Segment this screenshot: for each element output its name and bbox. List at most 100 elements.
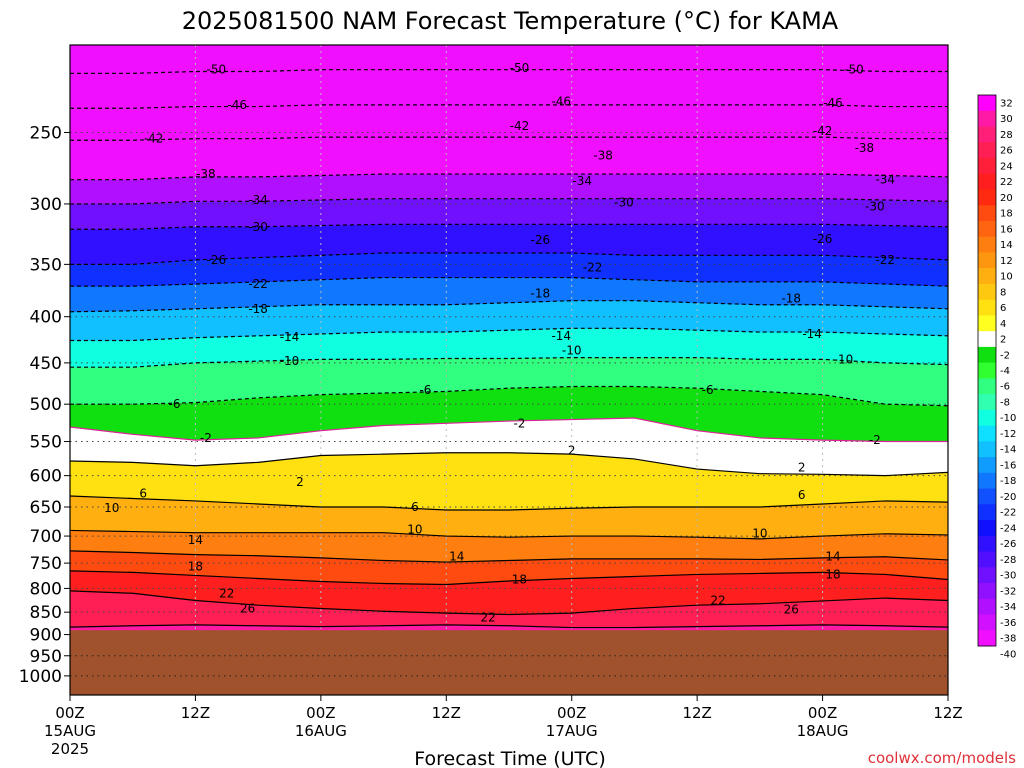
x-tick-label-24: 00Z: [306, 704, 335, 722]
contour-label-37: -2: [513, 416, 525, 430]
isotherm--18: [70, 300, 948, 313]
colorbar-label-18: -6: [1000, 382, 1010, 393]
isotherm-6: [70, 495, 948, 511]
colorbar-label-33: -36: [1000, 618, 1016, 629]
contour-label-25: -18: [531, 286, 551, 300]
contour-label-11: -38: [855, 141, 875, 155]
isotherm--22: [70, 276, 948, 287]
colorbar-swatch-34: [978, 630, 996, 647]
contour-label-42: 6: [139, 487, 147, 501]
isotherm-22: [70, 590, 948, 616]
contour-label-26: -18: [781, 292, 801, 306]
contour-label-19: -26: [531, 233, 551, 247]
colorbar-swatch-23: [978, 457, 996, 474]
contour-label-33: -6: [169, 397, 181, 411]
colorbar-label-10: 12: [1000, 256, 1013, 267]
colorbar-label-28: -26: [1000, 539, 1016, 550]
colorbar-label-34: -38: [1000, 634, 1016, 645]
contour-label-53: 18: [825, 567, 840, 581]
contour-label-2: -50: [844, 63, 864, 77]
contour-label-10: -38: [593, 148, 613, 162]
contour-label-43: 6: [411, 500, 419, 514]
colorbar-swatch-24: [978, 472, 996, 490]
contour-label-0: -50: [207, 63, 227, 77]
contour-label-41: 2: [798, 461, 806, 475]
colorbar-swatch-0: [978, 95, 996, 112]
contour-label-56: 22: [710, 593, 725, 607]
contour-label-58: 26: [784, 602, 799, 616]
contour-label-32: -10: [834, 352, 854, 366]
contour-label-45: 10: [104, 501, 119, 515]
colorbar-swatch-18: [978, 378, 996, 395]
colorbar-label-3: 26: [1000, 146, 1013, 157]
colorbar-label-35: -40: [1000, 649, 1016, 660]
isotherm-lines: [70, 69, 948, 629]
contour-label-28: -14: [551, 329, 571, 343]
contour-label-18: -26: [207, 253, 227, 267]
colorbar-swatch-28: [978, 535, 996, 553]
ground-surface: [70, 630, 948, 695]
y-tick-label-750: 750: [30, 554, 62, 574]
y-tick-label-400: 400: [30, 308, 62, 328]
contour-label-7: -42: [510, 119, 530, 133]
colorbar: 32 30 28 26 24 22 20 18 16 14 12 10 8 6 4 2 -2 -4 -6 -8 -10 -…: [977, 94, 1016, 660]
plot-area: -50 -50 -50-46 -46 -46-42-42 -42-38-38-38-34-…: [70, 45, 948, 695]
colorbar-swatch-15: [978, 331, 996, 348]
colorbar-label-32: -34: [1000, 602, 1016, 613]
colorbar-swatch-14: [978, 315, 996, 332]
colorbar-swatch-5: [978, 173, 996, 190]
colorbar-swatch-32: [978, 598, 996, 616]
colorbar-label-16: -2: [1000, 350, 1010, 361]
isotherm--50: [70, 69, 948, 74]
contour-label-54: 22: [219, 586, 234, 600]
colorbar-label-20: -10: [1000, 413, 1016, 424]
colorbar-label-6: 20: [1000, 193, 1013, 204]
contour-label-17: -30: [865, 200, 885, 214]
isotherm--38: [70, 173, 948, 181]
isotherm--2: [70, 417, 948, 443]
y-tick-label-600: 600: [30, 467, 62, 487]
colorbar-swatch-17: [978, 362, 996, 379]
isotherm-14: [70, 550, 948, 563]
x-tick-label-84: 12Z: [933, 704, 962, 722]
colorbar-label-19: -8: [1000, 397, 1010, 408]
colorbar-frame: [977, 94, 997, 647]
contour-label-38: -2: [869, 433, 881, 447]
contour-label-40: 2: [568, 444, 576, 458]
colorbar-label-25: -20: [1000, 492, 1016, 503]
contour-label-51: 18: [188, 560, 203, 574]
colorbar-swatch-9: [978, 236, 996, 253]
x-tick-label-48: 00Z: [557, 704, 586, 722]
colorbar-label-22: -14: [1000, 445, 1016, 456]
contour-label-20: -26: [813, 232, 833, 246]
contour-label-36: -2: [200, 431, 212, 445]
colorbar-label-14: 4: [1000, 319, 1006, 330]
contour-label-23: -22: [875, 253, 895, 267]
colorbar-swatch-11: [978, 268, 996, 285]
colorbar-label-8: 16: [1000, 224, 1013, 235]
contour-label-57: 26: [240, 601, 255, 615]
colorbar-swatch-30: [978, 567, 996, 584]
contour-label-5: -46: [823, 96, 843, 110]
colorbar-label-26: -22: [1000, 508, 1016, 519]
colorbar-swatch-6: [978, 189, 996, 206]
colorbar-label-23: -16: [1000, 460, 1016, 471]
colorbar-label-29: -28: [1000, 555, 1016, 566]
x-tick-label-0: 00Z: [55, 704, 84, 722]
colorbar-label-30: -30: [1000, 571, 1016, 582]
plot-frame: [69, 44, 949, 696]
colorbar-label-27: -24: [1000, 523, 1016, 534]
band-coldest: [70, 45, 948, 74]
contour-label-47: 10: [752, 526, 767, 540]
contour-label-16: -30: [614, 196, 634, 210]
colorbar-swatch-2: [978, 126, 996, 143]
y-tick-label-250: 250: [30, 123, 62, 143]
colorbar-label-0: 32: [1000, 98, 1013, 109]
contour-label-3: -46: [227, 98, 247, 112]
contour-label-15: -30: [248, 220, 268, 234]
contour-label-9: -38: [196, 167, 216, 181]
y-tick-label-1000: 1000: [19, 667, 62, 687]
colorbar-swatch-31: [978, 583, 996, 600]
isotherm-26: [70, 624, 948, 629]
